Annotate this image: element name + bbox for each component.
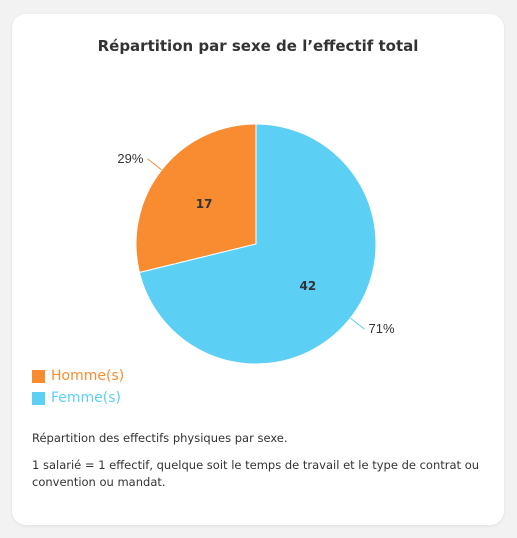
connector-line-femme	[350, 317, 365, 330]
legend-label-homme: Homme(s)	[51, 368, 125, 384]
legend-swatch-homme	[32, 369, 45, 383]
pie-chart: 17 29% 42 71%	[117, 123, 395, 365]
connector-line-homme	[147, 158, 162, 171]
slice-value-label-femme: 42	[300, 279, 317, 293]
slice-percent-label-femme: 71%	[369, 321, 395, 336]
note-definition: 1 salarié = 1 effectif, quelque soit le …	[32, 458, 480, 489]
legend-item-femme[interactable]: Femme(s)	[32, 387, 124, 409]
legend-swatch-femme	[32, 391, 45, 405]
legend-item-homme[interactable]: Homme(s)	[32, 365, 124, 387]
pie-slice-femme[interactable]	[138, 123, 377, 365]
legend-label-femme: Femme(s)	[51, 390, 122, 406]
chart-title: Répartition par sexe de l’effectif total	[97, 37, 419, 55]
note-description: Répartition des effectifs physiques par …	[32, 431, 288, 445]
chart-card: Répartition par sexe de l’effectif total…	[12, 14, 504, 525]
slice-value-label-homme: 17	[196, 197, 213, 211]
chart-legend: Homme(s) Femme(s)	[32, 365, 124, 409]
chart-notes: Répartition des effectifs physiques par …	[32, 430, 482, 501]
slice-percent-label-homme: 29%	[117, 151, 143, 166]
